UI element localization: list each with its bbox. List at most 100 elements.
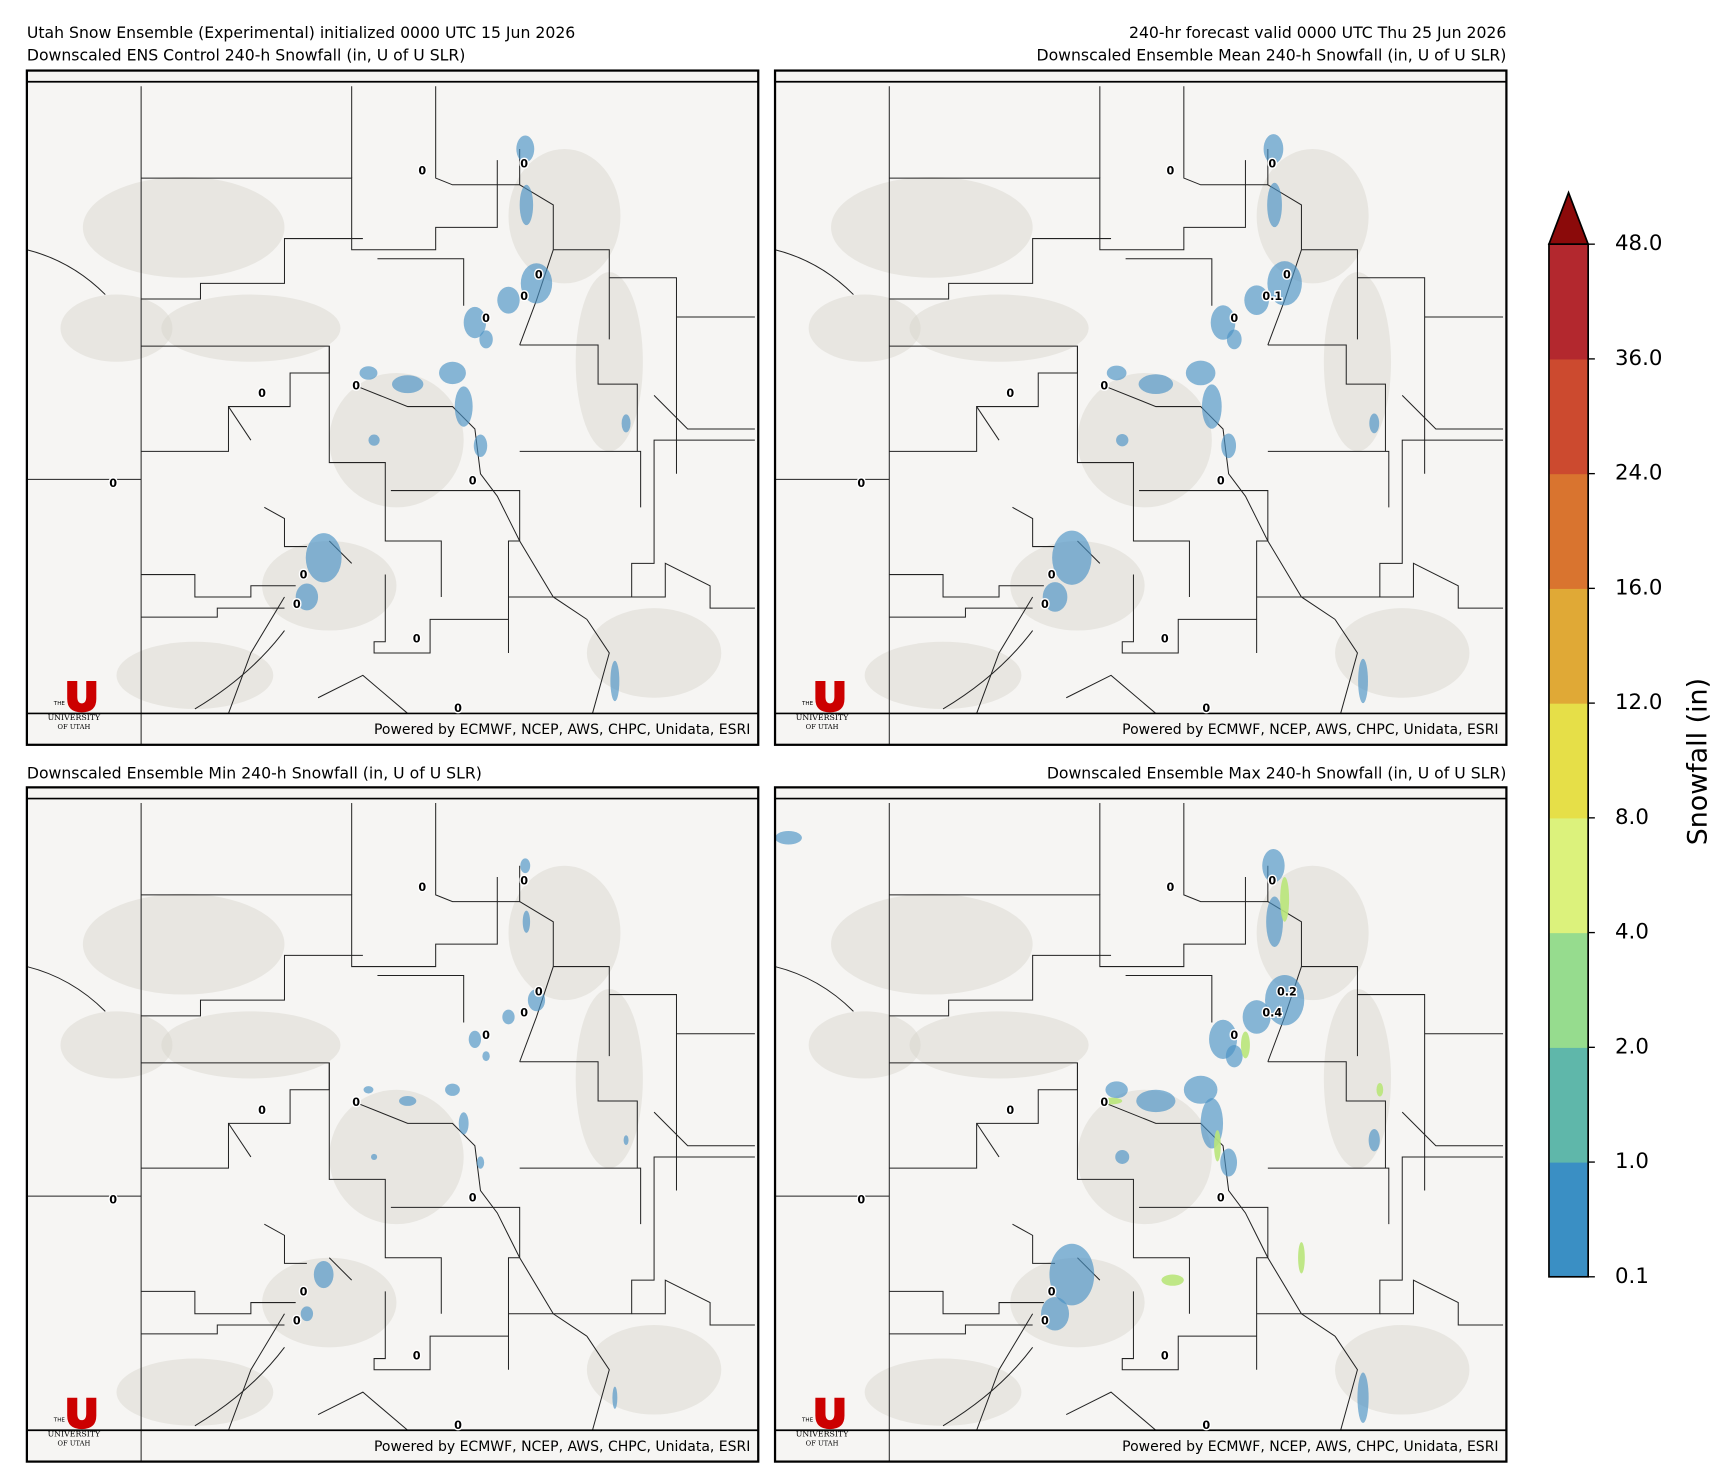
boundary <box>1076 1062 1190 1314</box>
terrain <box>262 1257 397 1348</box>
snow-area <box>295 583 319 611</box>
boundary <box>1012 506 1056 548</box>
boundary <box>1121 574 1257 654</box>
point-label: 0.2 <box>1277 985 1297 998</box>
terrain <box>1010 540 1145 631</box>
point-label: 0 <box>1268 874 1276 887</box>
colorbar-segment <box>1548 473 1589 589</box>
boundary <box>519 344 638 452</box>
boundary <box>1183 86 1269 186</box>
snow-area <box>305 533 342 583</box>
point-label: 0 <box>1100 379 1108 392</box>
snow-area <box>1244 285 1269 315</box>
terrain <box>575 272 643 452</box>
snow-area <box>1263 134 1284 164</box>
boundary <box>653 1111 755 1147</box>
snow-area <box>1266 896 1283 947</box>
snow-area <box>1115 1149 1130 1164</box>
snow-area <box>1105 1081 1128 1099</box>
snow-area <box>1265 974 1305 1026</box>
boundary <box>519 1167 642 1225</box>
snow-area <box>1106 365 1127 381</box>
credit: Powered by ECMWF, NCEP, AWS, CHPC, Unida… <box>374 722 750 738</box>
boundary <box>1379 562 1504 609</box>
point-label: 0 <box>300 1285 308 1298</box>
boundary <box>228 406 252 441</box>
boundary <box>609 994 677 1191</box>
terrain <box>831 176 1033 278</box>
colorbar-segment <box>1548 932 1589 1048</box>
snow-area <box>1138 374 1174 395</box>
boundary <box>228 1123 252 1158</box>
snow-area <box>1240 1031 1250 1059</box>
point-label: 0 <box>482 312 490 325</box>
snow-area <box>1280 876 1290 922</box>
point-label: 0 <box>352 379 360 392</box>
map-background <box>775 787 1507 1462</box>
boundary <box>508 1156 755 1315</box>
snow-area <box>392 375 424 394</box>
point-label: 0 <box>1006 387 1014 400</box>
point-label: 0 <box>520 874 528 887</box>
logo-text: OF UTAH <box>806 723 839 731</box>
terrain <box>808 294 921 362</box>
boundary <box>141 607 285 618</box>
boundary <box>328 1062 442 1314</box>
logo-mark <box>815 680 845 713</box>
colorbar-tick-label: 24.0 <box>1615 461 1662 486</box>
terrain <box>82 893 285 995</box>
header-right: 240-hr forecast valid 0000 UTC Thu 25 Ju… <box>1129 23 1506 42</box>
logo-text: UNIVERSITY <box>796 713 849 722</box>
snow-area <box>476 1156 485 1169</box>
point-label: 0 <box>352 1096 360 1109</box>
point-label: 0 <box>454 1419 462 1432</box>
snow-area <box>1183 1075 1218 1104</box>
point-label: 0 <box>258 387 266 400</box>
terrain <box>116 641 274 709</box>
point-label: 0 <box>1006 1104 1014 1117</box>
point-label: 0 <box>1217 475 1225 488</box>
terrain <box>116 1358 274 1426</box>
point-label: 0 <box>1167 881 1175 894</box>
boundary <box>1401 1111 1504 1147</box>
point-label: 0 <box>1217 1191 1225 1204</box>
snow-area <box>1267 182 1282 228</box>
point-label: 0 <box>413 633 421 646</box>
logo-mark <box>67 1397 97 1430</box>
boundary <box>976 1123 1000 1158</box>
terrain <box>808 1011 921 1079</box>
point-label: 0.4 <box>1262 1007 1282 1020</box>
snow-area <box>520 263 553 304</box>
point-label: 0 <box>1202 702 1210 715</box>
boundary <box>373 1291 509 1371</box>
snow-area <box>1298 1242 1305 1274</box>
boundary <box>942 1347 1034 1427</box>
colorbar-segment <box>1548 1162 1589 1278</box>
snow-area <box>519 184 534 226</box>
terrain <box>1323 988 1392 1169</box>
boundary <box>1267 1061 1386 1169</box>
snow-area <box>522 910 531 933</box>
boundary <box>553 966 610 1057</box>
boundary <box>653 395 755 430</box>
boundary <box>508 439 755 598</box>
terrain <box>1335 608 1470 698</box>
snow-area <box>1368 1128 1380 1152</box>
panel-frame <box>25 69 760 746</box>
snow-area <box>482 1051 490 1062</box>
boundary <box>889 954 1112 1017</box>
snow-area <box>1136 1089 1176 1113</box>
panel-frame <box>25 786 760 1463</box>
boundary <box>317 674 409 714</box>
snow-area <box>1116 434 1129 447</box>
boundary <box>26 249 106 295</box>
point-label: 0 <box>300 569 308 582</box>
snow-area <box>468 1030 482 1048</box>
logo-text: UNIVERSITY <box>796 1430 849 1439</box>
point-label: 0 <box>1230 1029 1238 1042</box>
boundary <box>228 596 285 714</box>
snow-area <box>497 286 520 314</box>
colorbar-segment <box>1548 244 1589 360</box>
